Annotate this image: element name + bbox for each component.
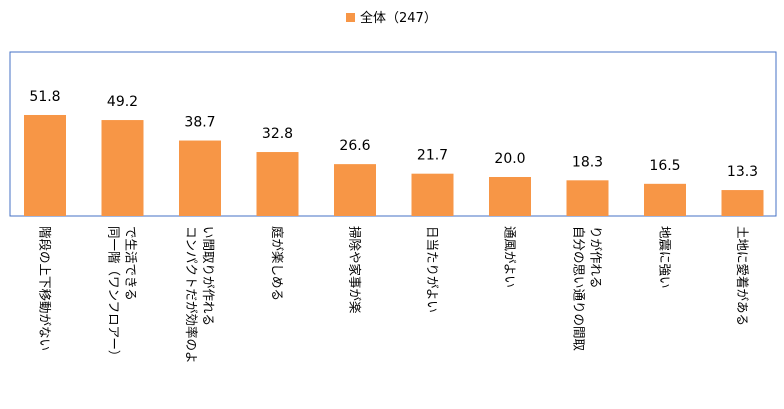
value-label: 18.3 xyxy=(572,154,603,170)
bar xyxy=(489,177,531,216)
category-label: 庭が楽しめる xyxy=(270,226,285,301)
value-label: 38.7 xyxy=(184,115,215,131)
legend-label: 全体（247） xyxy=(360,10,437,26)
value-label: 13.3 xyxy=(727,164,758,180)
legend: 全体（247） xyxy=(346,10,437,26)
category-label: 土地に愛着がある xyxy=(735,226,750,326)
value-label: 49.2 xyxy=(107,94,138,110)
value-label: 51.8 xyxy=(29,89,60,105)
plot-frame xyxy=(9,51,777,217)
bar xyxy=(101,120,144,216)
bars xyxy=(24,114,764,216)
category-label: 地震に強い xyxy=(658,226,673,289)
category-label: コンパクトだが効率のよ xyxy=(184,226,199,364)
bar xyxy=(256,152,299,216)
category-label: い間取りが作れる xyxy=(201,226,216,326)
bar xyxy=(179,140,221,216)
value-label: 20.0 xyxy=(494,151,525,167)
value-label: 21.7 xyxy=(417,148,448,164)
category-label: 同一階（ワンフロアー） xyxy=(107,226,122,362)
category-label: で生活できる xyxy=(124,226,139,301)
bar xyxy=(334,164,376,216)
value-labels: 51.8 49.2 38.7 32.8 26.6 21.7 20.0 18.3 16.5 13.3 xyxy=(29,89,758,180)
category-label: 日当たりがよい xyxy=(425,226,440,313)
value-label: 26.6 xyxy=(339,138,370,154)
bar xyxy=(644,183,686,216)
bar xyxy=(24,114,66,216)
category-label: 通風がよい xyxy=(503,226,518,288)
category-label: 階段の上下移動がない xyxy=(38,226,53,351)
bar xyxy=(721,190,764,216)
value-label: 32.8 xyxy=(262,126,293,142)
bar xyxy=(411,173,454,216)
category-label: りが作れる xyxy=(589,226,604,289)
category-label: 掃除や家事が楽 xyxy=(348,226,363,314)
legend-swatch xyxy=(346,13,355,22)
value-label: 16.5 xyxy=(649,158,680,174)
category-label: 自分の思い通りの間取 xyxy=(572,226,587,352)
bar xyxy=(566,180,609,216)
category-labels: 階段の上下移動がない 同一階（ワンフロアー） で生活できる コンパクトだが効率のよ い間… xyxy=(38,226,751,364)
